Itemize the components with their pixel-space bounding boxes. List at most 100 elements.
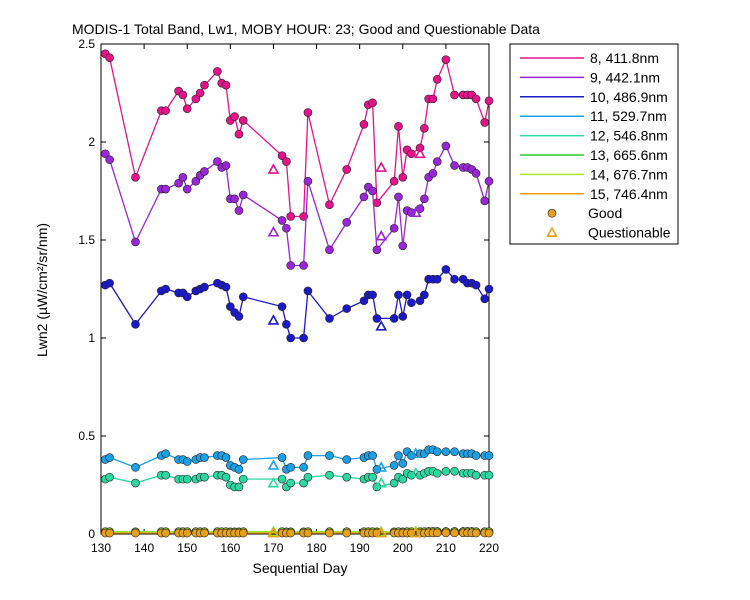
good-point xyxy=(182,292,192,302)
good-point xyxy=(277,453,287,462)
good-point xyxy=(174,178,183,188)
good-point xyxy=(286,261,295,270)
good-point xyxy=(230,194,239,204)
good-point xyxy=(420,123,429,133)
legend-marker-good xyxy=(547,208,557,218)
good-point xyxy=(286,333,295,343)
good-point xyxy=(484,451,494,460)
legend-label: Questionable xyxy=(588,225,671,241)
good-point xyxy=(342,528,352,538)
good-point xyxy=(368,451,377,460)
good-point xyxy=(161,184,170,194)
good-point xyxy=(441,466,451,476)
good-point xyxy=(131,319,140,329)
good-point xyxy=(398,172,408,182)
good-point xyxy=(432,157,442,166)
good-point xyxy=(303,108,313,117)
questionable-point xyxy=(375,161,388,172)
good-point xyxy=(389,176,399,186)
legend-label: Good xyxy=(588,205,622,221)
good-point xyxy=(441,447,451,456)
good-point xyxy=(238,528,248,538)
good-point xyxy=(325,200,334,210)
good-point xyxy=(230,112,239,121)
good-point xyxy=(221,282,231,292)
good-point xyxy=(325,314,334,323)
good-point xyxy=(398,474,408,484)
legend-label: 12, 546.8nm xyxy=(590,128,668,144)
good-point xyxy=(415,296,425,306)
series-7 xyxy=(101,526,494,538)
good-point xyxy=(471,94,481,104)
good-point xyxy=(432,74,442,84)
good-point xyxy=(389,461,399,470)
good-point xyxy=(299,333,308,343)
good-point xyxy=(450,447,459,456)
good-point xyxy=(407,149,416,159)
good-point xyxy=(182,184,192,194)
good-point xyxy=(368,98,377,108)
good-point xyxy=(368,290,377,300)
good-point xyxy=(325,245,334,255)
good-point xyxy=(389,478,399,488)
x-tick-label: 150 xyxy=(177,541,197,555)
x-tick-label: 200 xyxy=(393,541,413,555)
good-point xyxy=(342,304,352,313)
questionable-point xyxy=(267,226,280,237)
good-point xyxy=(450,161,459,170)
questionable-point xyxy=(375,461,388,472)
legend-label: 13, 665.6nm xyxy=(590,147,668,163)
good-point xyxy=(277,302,287,311)
plot-area: 130 140 150 160 170 180 190 200 210 220 0 0.5 1 1.5 2 2… xyxy=(78,37,499,555)
good-point xyxy=(191,94,201,104)
x-tick-label: 220 xyxy=(479,541,499,555)
good-point xyxy=(282,157,291,166)
good-point xyxy=(389,314,399,323)
good-point xyxy=(238,292,248,302)
good-point xyxy=(182,457,192,466)
good-point xyxy=(484,470,494,480)
good-point xyxy=(277,151,287,161)
good-point xyxy=(303,472,313,482)
legend-label: 15, 746.4nm xyxy=(590,186,668,202)
questionable-point xyxy=(375,476,388,488)
x-axis-label: Sequential Day xyxy=(253,560,348,576)
good-point xyxy=(342,165,352,174)
good-point xyxy=(161,470,170,480)
good-point xyxy=(303,286,313,296)
legend-label: 8, 411.8nm xyxy=(590,50,659,66)
good-point xyxy=(471,169,481,178)
good-point xyxy=(450,274,459,284)
good-point xyxy=(200,282,209,292)
good-point xyxy=(441,141,451,151)
good-point xyxy=(221,472,231,482)
chart-title: MODIS-1 Total Band, Lw1, MOBY HOUR: 23; … xyxy=(72,21,540,37)
good-point xyxy=(372,245,382,255)
good-point xyxy=(299,478,308,488)
good-point xyxy=(191,176,201,186)
x-tick-label: 140 xyxy=(134,541,154,555)
good-point xyxy=(226,302,235,311)
good-point xyxy=(105,453,114,462)
good-point xyxy=(131,463,140,472)
questionable-point xyxy=(409,206,422,217)
good-point xyxy=(234,129,244,139)
good-point xyxy=(105,472,114,482)
good-point xyxy=(200,472,209,482)
good-point xyxy=(195,88,205,98)
good-point xyxy=(450,90,459,100)
good-point xyxy=(178,90,188,100)
legend-label: 14, 676.7nm xyxy=(590,166,668,182)
good-point xyxy=(286,478,295,488)
legend-marker-questionable xyxy=(546,226,558,237)
good-point xyxy=(303,528,313,538)
good-point xyxy=(286,528,295,538)
good-point xyxy=(221,80,231,90)
questionable-point xyxy=(409,526,422,538)
good-point xyxy=(277,474,287,484)
good-point xyxy=(359,192,369,202)
good-point xyxy=(286,212,295,221)
good-point xyxy=(299,261,308,270)
good-point xyxy=(471,451,481,460)
